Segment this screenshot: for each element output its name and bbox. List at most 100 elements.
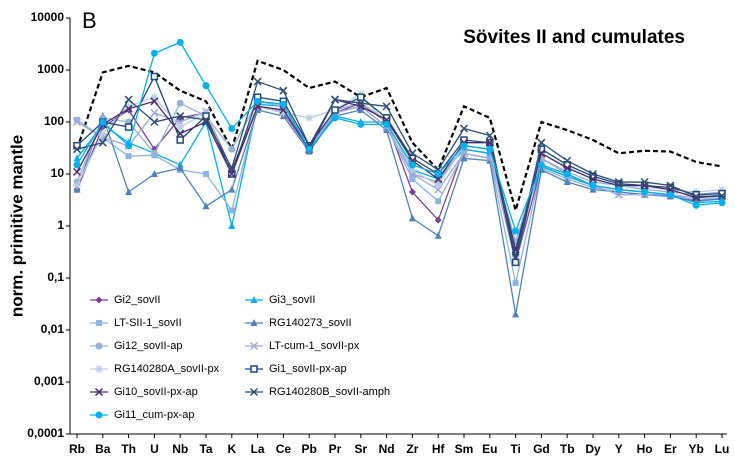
marker	[460, 154, 468, 162]
marker	[124, 95, 133, 104]
marker	[382, 102, 391, 111]
marker	[254, 97, 262, 105]
marker	[408, 149, 417, 158]
marker	[99, 118, 107, 126]
marker	[227, 164, 236, 173]
marker	[95, 342, 103, 350]
y-axis-label: norm. primitive mantle	[7, 135, 26, 317]
marker	[150, 93, 159, 102]
series-line	[76, 74, 723, 263]
legend-label: LT-SII-1_sovII	[114, 317, 182, 329]
marker	[435, 198, 442, 205]
marker	[228, 207, 235, 214]
marker	[253, 77, 262, 86]
marker	[356, 99, 365, 108]
marker	[614, 178, 623, 187]
marker	[408, 165, 417, 174]
x-tick-label: Nd	[379, 442, 395, 456]
marker	[460, 142, 468, 150]
marker	[666, 191, 674, 199]
x-tick-label: Hf	[432, 442, 446, 456]
marker	[150, 170, 158, 177]
marker	[72, 145, 82, 154]
marker	[228, 145, 236, 153]
marker	[408, 188, 416, 196]
marker	[588, 169, 598, 179]
marker	[125, 188, 133, 196]
marker	[537, 138, 546, 147]
marker	[305, 145, 313, 153]
marker	[563, 156, 572, 165]
y-tick-label: 10	[51, 166, 65, 180]
x-tick-label: Th	[121, 442, 136, 456]
marker	[434, 231, 442, 239]
marker	[228, 222, 236, 229]
legend-label: Gi11_cum-px-ap	[114, 409, 195, 421]
marker	[73, 154, 81, 162]
y-tick-label: 10000	[31, 10, 65, 24]
x-tick-label: Yb	[689, 442, 704, 456]
marker	[95, 365, 103, 373]
marker	[485, 131, 494, 140]
marker	[589, 182, 597, 190]
marker	[94, 387, 104, 397]
marker	[331, 114, 339, 122]
y-tick-label: 100	[44, 114, 64, 128]
marker	[279, 100, 287, 108]
marker	[249, 341, 259, 351]
marker	[330, 95, 340, 104]
marker	[640, 181, 649, 190]
marker	[512, 310, 520, 318]
x-tick-label: La	[251, 442, 265, 456]
marker	[718, 185, 726, 194]
x-tick-label: Ce	[276, 442, 292, 456]
y-tick-label: 1	[57, 218, 64, 232]
marker	[176, 38, 184, 46]
marker	[563, 164, 572, 173]
legend-label: Gi1_sovII-px-ap	[269, 363, 347, 375]
marker	[227, 169, 236, 179]
marker	[124, 123, 133, 131]
series-line	[76, 98, 723, 250]
marker	[692, 192, 701, 201]
series-line	[75, 59, 723, 215]
marker	[434, 181, 443, 190]
marker	[150, 117, 159, 127]
marker	[95, 411, 103, 419]
marker	[692, 201, 700, 209]
marker	[176, 164, 184, 172]
x-tick-label: Tb	[560, 442, 575, 456]
marker	[73, 161, 81, 169]
marker	[305, 113, 314, 122]
marker	[202, 82, 210, 90]
panel-label: B	[82, 8, 97, 33]
marker	[357, 106, 365, 114]
marker	[150, 149, 158, 157]
marker	[383, 120, 391, 128]
series-line	[76, 41, 723, 233]
marker	[125, 153, 132, 160]
marker	[434, 175, 443, 184]
marker	[718, 199, 726, 207]
marker	[666, 181, 675, 190]
y-tick-label: 0,001	[34, 374, 64, 388]
marker	[512, 227, 520, 235]
marker	[72, 167, 82, 176]
marker	[150, 72, 159, 81]
marker	[434, 216, 442, 224]
legend-label: RG140273_sovII	[269, 317, 352, 329]
x-tick-label: Eu	[482, 442, 497, 456]
x-tick-label: Ba	[95, 442, 111, 456]
x-tick-label: U	[150, 442, 159, 456]
x-tick-label: Pr	[329, 442, 342, 456]
marker	[512, 280, 519, 287]
marker	[176, 129, 185, 138]
marker	[249, 387, 259, 397]
marker	[409, 176, 416, 183]
marker	[459, 149, 469, 158]
marker	[98, 129, 107, 138]
marker	[201, 115, 211, 124]
marker	[717, 191, 727, 200]
x-tick-label: Ho	[637, 442, 653, 456]
